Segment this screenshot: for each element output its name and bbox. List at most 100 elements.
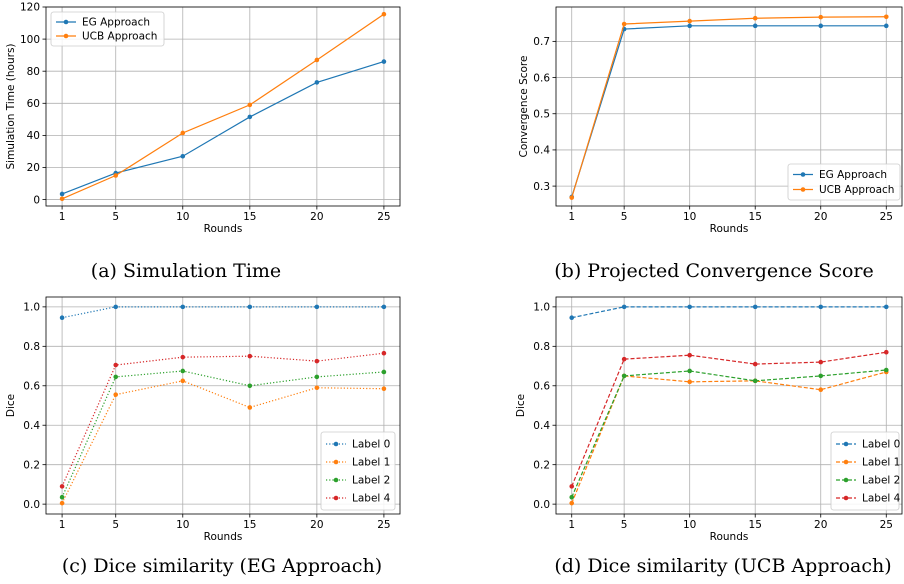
data-point <box>314 385 320 391</box>
x-axis-label: Rounds <box>204 223 243 235</box>
chart-panel-a: 1 5 10 15 20 25020406080100120RoundsSimulatio… <box>5 2 401 282</box>
data-point <box>314 304 320 310</box>
data-point <box>247 405 253 410</box>
series-line-2 <box>61 370 384 498</box>
series-line-0 <box>571 306 887 319</box>
x-tick-label: 1 <box>568 211 575 223</box>
legend-marker-2 <box>843 477 849 483</box>
y-tick-label: 0.0 <box>533 499 550 511</box>
y-tick-label: 0 <box>33 194 40 206</box>
series-line-0 <box>571 25 887 198</box>
legend-marker-3 <box>843 495 849 501</box>
chart-panel-b: 1 5 10 15 20 250.30.40.50.60.7RoundsConvergen… <box>518 6 903 282</box>
legend-box <box>830 431 900 511</box>
plot-frame <box>555 6 903 207</box>
data-point <box>569 195 575 200</box>
data-point <box>569 315 575 321</box>
legend-marker-0 <box>333 441 339 447</box>
legend-marker-1 <box>333 459 339 465</box>
data-point <box>59 196 65 202</box>
data-point <box>752 23 758 29</box>
plot-frame <box>555 296 903 515</box>
data-point <box>381 386 387 392</box>
data-point <box>621 304 627 310</box>
data-point <box>59 500 65 506</box>
data-point <box>818 304 824 310</box>
legend-marker-2 <box>333 477 339 483</box>
data-point <box>180 153 186 159</box>
x-tick-label: 15 <box>243 211 256 223</box>
data-point <box>247 102 253 108</box>
legend-marker-3 <box>333 495 339 501</box>
plot-frame <box>45 296 401 515</box>
y-axis-label: Convergence Score <box>518 56 530 158</box>
data-point <box>113 392 119 397</box>
x-axis-label: Rounds <box>710 531 749 543</box>
data-point <box>883 349 889 355</box>
y-tick-label: 80 <box>27 66 40 78</box>
data-point <box>113 362 119 368</box>
data-point <box>59 494 65 500</box>
data-point <box>247 304 253 310</box>
legend-label-2: Label 2 <box>862 475 900 487</box>
y-tick-label: 0.4 <box>533 145 550 157</box>
data-point <box>818 359 824 365</box>
y-tick-label: 20 <box>27 162 40 174</box>
data-point <box>883 14 889 20</box>
data-point <box>59 191 65 197</box>
data-point <box>180 304 186 310</box>
legend-marker-1 <box>63 33 69 39</box>
x-tick-label: 10 <box>683 519 696 531</box>
legend: EG Approach UCB Approach <box>787 163 901 201</box>
series-line-1 <box>61 380 384 504</box>
x-tick-label: 25 <box>377 519 390 531</box>
y-tick-label: 0.4 <box>533 420 550 432</box>
y-tick-label: 0.8 <box>533 341 550 353</box>
legend-marker-1 <box>843 459 849 465</box>
y-tick-label: 0.7 <box>533 36 550 48</box>
data-point <box>381 59 387 64</box>
data-point <box>818 23 824 29</box>
data-point <box>314 80 320 85</box>
y-axis-label: Dice <box>5 394 17 417</box>
legend-marker-0 <box>843 441 849 447</box>
data-point <box>59 315 65 321</box>
data-point <box>621 21 627 27</box>
x-tick-label: 15 <box>749 211 762 223</box>
data-point <box>818 373 824 379</box>
data-point <box>113 173 119 178</box>
legend-label-3: Label 4 <box>352 493 391 505</box>
legend-label-0: EG Approach <box>82 17 150 29</box>
legend-label-3: Label 4 <box>862 493 901 505</box>
legend-marker-0 <box>800 172 806 177</box>
data-point <box>113 304 119 310</box>
series-line-3 <box>571 351 887 487</box>
y-tick-label: 40 <box>27 130 40 142</box>
y-tick-label: 0.8 <box>23 341 40 353</box>
y-tick-label: 100 <box>20 34 40 46</box>
x-tick-label: 5 <box>621 519 628 531</box>
x-tick-label: 20 <box>310 211 323 223</box>
data-point <box>59 484 65 489</box>
data-point <box>247 383 253 389</box>
x-tick-label: 1 <box>59 519 66 531</box>
data-point <box>381 11 387 17</box>
data-point <box>687 18 692 24</box>
x-tick-label: 25 <box>880 519 893 531</box>
series-line-0 <box>61 306 384 319</box>
y-tick-label: 0.6 <box>533 72 550 84</box>
figure-caption: (d) Dice similarity (UCB Approach) <box>554 555 891 577</box>
data-point <box>687 304 692 310</box>
x-tick-label: 25 <box>880 211 893 223</box>
series-line-0 <box>61 60 385 195</box>
x-tick-label: 5 <box>112 519 119 531</box>
legend-label-0: EG Approach <box>819 169 887 181</box>
x-tick-label: 20 <box>814 211 827 223</box>
x-tick-label: 10 <box>683 211 696 223</box>
data-point <box>883 367 889 373</box>
x-axis-label: Rounds <box>204 531 243 543</box>
y-tick-label: 0.6 <box>23 380 40 392</box>
x-axis-label: Rounds <box>710 223 749 235</box>
y-tick-label: 0.4 <box>23 420 40 432</box>
